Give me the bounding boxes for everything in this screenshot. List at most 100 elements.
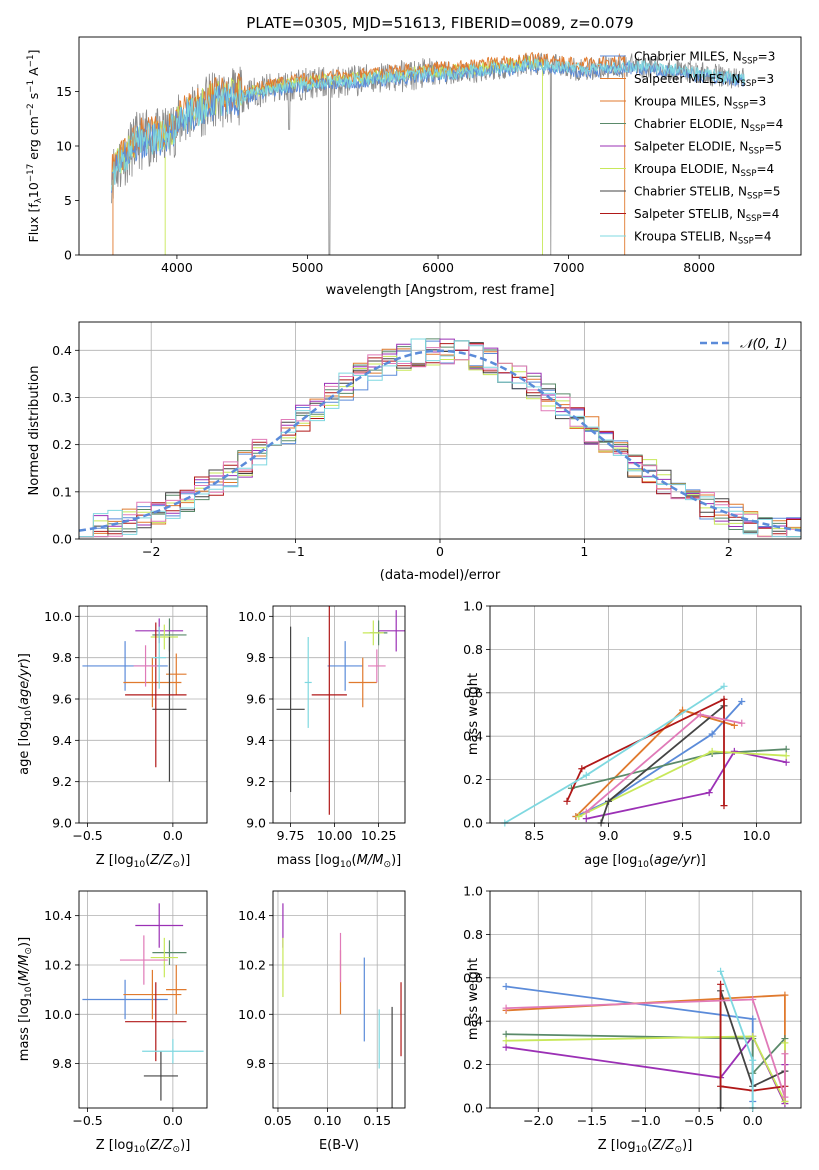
residuals-axes: −2 −1 0 1 2 0.0 0.1 0.2 0.3 0.4 [52,322,801,559]
y-tick-label: 9.4 [52,733,72,748]
mass-weight-point [720,682,728,690]
x-tick-label: 0.0 [163,828,183,843]
x-tick-label: 0.15 [363,1113,391,1128]
x-tick-label: 9.0 [599,828,619,843]
x-tick-label: 4000 [161,260,193,275]
y-tick-label: 0.4 [463,729,483,744]
residual-histogram-step [79,338,801,538]
legend-label: Salpeter ELODIE, NSSP=5 [634,140,782,157]
mass-weight-series-line [719,984,786,1092]
spectrum-xlabel: wavelength [Angstrom, rest frame] [326,283,555,298]
mass-weight-point [604,797,612,805]
mass-weight-point [582,771,590,779]
residuals-ylabel: Normed distribution [27,366,42,496]
x-tick-label: 5000 [292,260,324,275]
legend-label: Chabrier MILES, NSSP=3 [634,50,775,67]
mass-weight-point [781,1039,789,1047]
x-tick-label: 1 [580,544,588,559]
mass-weight-point [502,982,510,990]
x-tick-label: 0.0 [743,1113,763,1128]
mass-weight-point [578,765,586,773]
x-tick-label: −0.5 [72,828,102,843]
mass_weight_vs_age-frame [489,605,802,824]
x-tick-label: 0.05 [264,1113,292,1128]
y-tick-label: 5 [64,193,72,208]
age-vs-Z-xlabel: Z [log10(Z/Z⊙)] [96,853,191,870]
age_vs_mass-errorbars [276,606,405,815]
mass_weight_vs_age-axes: 8.5 9.0 9.5 10.0 0.0 0.2 0.4 0.6 0.8 1.0 [463,599,801,843]
spectrum-model-line [111,55,543,255]
spectrum-axes: 4000 5000 6000 7000 8000 0 5 10 15 [56,84,715,275]
y-tick-label: 0.0 [463,1101,483,1116]
mass-weight-point [749,1015,757,1023]
legend-label: Chabrier STELIB, NSSP=5 [634,185,781,202]
mass-weight-point [705,789,713,797]
mass-weight-vs-Z-xlabel: Z [log10(Z/Z⊙)] [598,1138,693,1155]
age-vs-Z-ylabel: age [log10(age/yr)] [17,653,34,775]
mass_weight_vs_Z-axes: −2.0 −1.5 −1.0 −0.5 0.0 0.0 0.2 0.4 0.6 0.8 1.0 [463,884,801,1128]
mass-weight-vs-age-xlabel: age [log10(age/yr)] [584,853,706,870]
residuals-xlabel: (data-model)/error [380,568,501,583]
y-tick-label: 10.0 [44,1007,72,1022]
mass-weight-point [502,1043,510,1051]
mass_weight_vs_Z-frame [489,890,802,1109]
y-tick-label: 0.2 [463,1057,483,1072]
mass-weight-series-line [506,998,786,1098]
y-tick-label: 9.8 [246,1056,266,1071]
x-tick-label: −2.0 [523,1113,553,1128]
mass-weight-point [738,719,746,727]
mass-weight-point [502,1030,510,1038]
x-tick-label: 2 [725,544,733,559]
y-tick-label: 0.6 [463,970,483,985]
y-tick-label: 0.8 [463,642,483,657]
mass-weight-point [730,721,738,729]
mass-weight-point [781,991,789,999]
y-tick-label: 0.2 [52,437,72,452]
mass-weight-point [749,1056,757,1064]
mass-weight-point [717,1082,725,1090]
y-tick-label: 9.2 [52,774,72,789]
y-tick-label: 0.1 [52,484,72,499]
x-tick-label: 10.0 [743,828,771,843]
legend-label: Salpeter MILES, NSSP=3 [634,72,774,89]
mass-weight-point [749,996,757,1003]
residuals-frame [78,321,802,540]
mass-weight-point [749,1032,757,1040]
x-tick-label: −1.5 [577,1113,607,1128]
legend-label: Kroupa ELODIE, NSSP=4 [634,162,774,179]
mass-weight-point [708,730,716,738]
y-tick-label: 10.0 [44,609,72,624]
mass-vs-EBV-xlabel: E(B-V) [319,1138,359,1153]
y-tick-label: 1.0 [463,884,483,899]
age-vs-mass-xlabel: mass [log10(M/M⊙)] [277,853,401,870]
y-tick-label: 9.6 [52,692,72,707]
y-tick-label: 10.4 [44,908,72,923]
y-tick-label: 0.2 [463,772,483,787]
mass-weight-point [738,697,746,705]
mass_vs_EBV-frame [272,890,406,1109]
x-tick-label: 8.5 [524,828,544,843]
mass-weight-point [708,747,716,755]
mass-weight-series-line [504,685,725,824]
mass-weight-point [563,797,571,805]
y-tick-label: 10.0 [238,1007,266,1022]
y-tick-label: 10.2 [44,957,72,972]
x-tick-label: 9.5 [673,828,693,843]
normal-distribution-curve [79,349,801,532]
spectrum-model-line [111,58,746,191]
age_vs_Z-errorbars [82,618,187,782]
y-tick-label: 0 [64,248,72,263]
age_vs_Z-frame [78,605,208,824]
legend-label: Chabrier ELODIE, NSSP=4 [634,117,783,134]
mass-weight-point [782,745,790,753]
mass-weight-series-line [566,697,725,806]
y-tick-label: 9.4 [246,733,266,748]
y-tick-label: 10.2 [238,957,266,972]
y-tick-label: 0.8 [463,927,483,942]
mass-weight-point [502,1004,510,1012]
x-tick-label: 10.00 [317,828,353,843]
legend-label: Salpeter STELIB, NSSP=4 [634,207,779,224]
mass-weight-point [781,1050,789,1058]
y-tick-label: 9.8 [246,650,266,665]
x-tick-label: 0.10 [314,1113,342,1128]
